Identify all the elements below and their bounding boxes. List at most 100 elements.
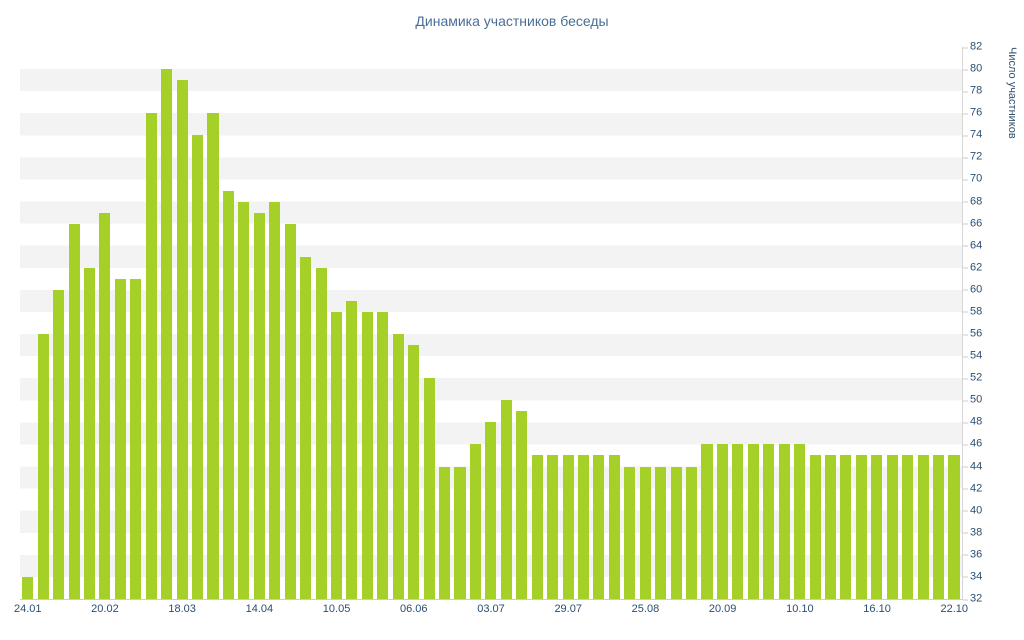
y-axis-tick-label: 80: [962, 62, 983, 75]
y-axis-tick-label: 44: [962, 460, 983, 473]
bar: [392, 334, 404, 599]
bar: [917, 455, 929, 599]
bar: [253, 212, 265, 599]
bar: [130, 278, 142, 599]
bar: [161, 69, 173, 599]
y-axis-tick-label: 40: [962, 504, 983, 517]
bar: [593, 455, 605, 599]
bar: [840, 455, 852, 599]
bar: [454, 466, 466, 599]
bar: [222, 190, 234, 599]
bar: [701, 444, 713, 599]
x-axis-label: 18.03: [168, 603, 196, 615]
bar: [469, 444, 481, 599]
y-axis-tick-label: 82: [962, 40, 983, 53]
bar: [500, 400, 512, 599]
x-axis-label: 20.09: [708, 603, 737, 615]
bar: [902, 455, 914, 599]
y-axis-tick-label: 32: [962, 592, 983, 605]
y-axis-tick-label: 66: [962, 217, 983, 230]
y-axis-tick-label: 70: [962, 172, 983, 185]
bar: [300, 256, 312, 599]
bars-container: [20, 47, 962, 599]
bar: [53, 289, 65, 599]
y-axis-tick-label: 38: [962, 526, 983, 539]
x-axis-label: 03.07: [477, 603, 505, 615]
bar: [655, 466, 667, 599]
bar: [855, 455, 867, 599]
bar: [37, 334, 49, 599]
y-axis-tick-label: 46: [962, 437, 983, 450]
y-axis-tick-label: 60: [962, 283, 983, 296]
y-axis-tick-label: 52: [962, 371, 983, 384]
bar: [686, 466, 698, 599]
bar: [269, 201, 281, 599]
bar: [423, 378, 435, 599]
bar: [547, 455, 559, 599]
y-axis: 82 80 78 76 74 72 70 68 66 64 62 60 58 56 54 52 50 48 46 44…: [962, 41, 992, 604]
x-axis-label: 14.04: [245, 603, 274, 615]
x-axis-label: 10.05: [322, 603, 351, 615]
bar: [886, 455, 898, 599]
bar: [377, 311, 389, 599]
bar: [83, 267, 95, 599]
x-axis-label: 16.10: [863, 603, 891, 615]
plot-area: [20, 47, 963, 600]
y-axis-title: Число участников: [1006, 47, 1018, 139]
bar: [346, 300, 358, 599]
bar: [871, 455, 883, 599]
bar: [763, 444, 775, 599]
x-axis-label: 25.08: [631, 603, 660, 615]
bar: [99, 212, 111, 599]
bar: [284, 223, 296, 599]
bar: [192, 135, 204, 599]
bar: [408, 345, 420, 599]
bar: [747, 444, 759, 599]
y-axis-tick-label: 42: [962, 482, 983, 495]
bar: [22, 576, 34, 599]
bar: [330, 311, 342, 599]
bar: [176, 80, 188, 599]
bar: [485, 422, 497, 599]
bar: [68, 223, 80, 599]
y-axis-tick-label: 58: [962, 305, 983, 318]
x-axis-label: 10.10: [786, 603, 814, 615]
chart-title: Динамика участников беседы: [415, 13, 609, 29]
bar: [577, 455, 589, 599]
bar: [238, 201, 250, 599]
x-axis-label: 24.01: [13, 603, 42, 615]
bar: [361, 311, 373, 599]
x-axis-label: 20.02: [91, 603, 119, 615]
bar: [315, 267, 327, 599]
y-axis-tick-label: 64: [962, 239, 983, 252]
bar: [732, 444, 744, 599]
y-axis-tick-label: 62: [962, 261, 983, 274]
bar: [778, 444, 790, 599]
bar: [516, 411, 528, 599]
bar: [670, 466, 682, 599]
x-axis: 24.01 20.02 18.03 14.04 10.05 06.06 03.07 29.07…: [14, 603, 968, 619]
y-axis-tick-label: 56: [962, 327, 983, 340]
y-axis-tick-label: 48: [962, 415, 983, 428]
bar: [145, 113, 157, 599]
y-axis-tick-label: 72: [962, 150, 983, 163]
y-axis-tick-label: 54: [962, 349, 983, 362]
x-axis-label: 29.07: [554, 603, 582, 615]
y-axis-tick-label: 74: [962, 128, 983, 141]
bar: [207, 113, 219, 599]
y-axis-tick-label: 50: [962, 393, 983, 406]
bar: [933, 455, 945, 599]
y-axis-tick-label: 36: [962, 548, 983, 561]
bar: [809, 455, 821, 599]
bar: [114, 278, 126, 599]
bar: [948, 455, 960, 599]
bar: [439, 466, 451, 599]
x-axis-label: 22.10: [940, 603, 969, 615]
bar: [608, 455, 620, 599]
bar: [562, 455, 574, 599]
bar: [794, 444, 806, 599]
y-axis-tick-label: 78: [962, 84, 983, 97]
bar: [639, 466, 651, 599]
y-axis-tick-label: 34: [962, 570, 983, 583]
bar: [624, 466, 636, 599]
